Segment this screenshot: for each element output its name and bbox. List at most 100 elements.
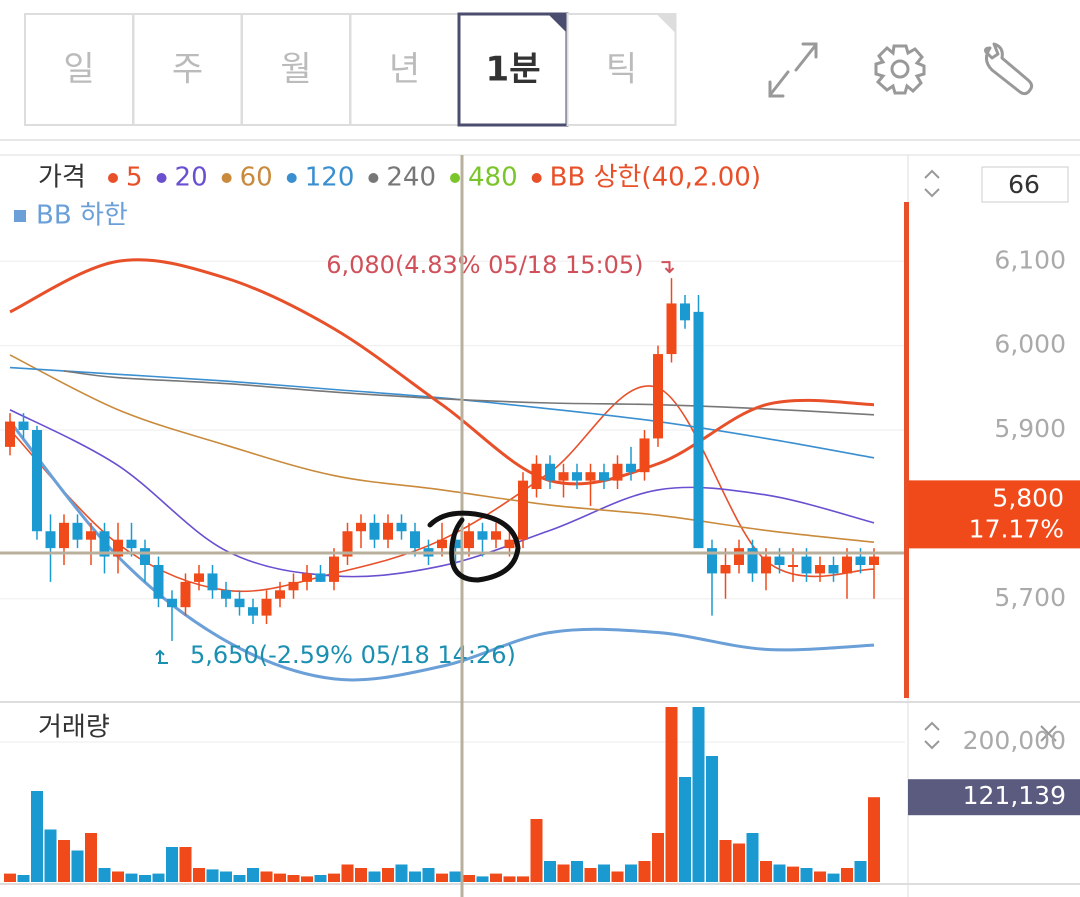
volume-bar xyxy=(247,868,259,882)
candle-body xyxy=(626,463,636,473)
volume-bar xyxy=(841,868,853,882)
volume-bar xyxy=(557,864,570,882)
legend-label: 5 xyxy=(126,163,143,193)
candle-body xyxy=(545,463,555,481)
volume-bar xyxy=(868,797,880,882)
volume-bar xyxy=(71,850,84,882)
tab[interactable] xyxy=(24,13,134,126)
volume-bar xyxy=(125,873,138,882)
pane-title: 거래량 xyxy=(38,713,110,743)
volume-bar xyxy=(382,868,394,882)
candle-body xyxy=(329,556,339,582)
scroll-arrows[interactable] xyxy=(924,169,940,750)
volume-bar xyxy=(4,873,16,882)
candle-body xyxy=(72,522,83,540)
y-tick-label: 6,100 xyxy=(994,245,1066,274)
volume-bar xyxy=(139,875,151,882)
tab[interactable] xyxy=(457,12,569,127)
volume-bar xyxy=(490,873,502,882)
pane-title: 가격 xyxy=(38,163,86,193)
current-price: 5,800 xyxy=(992,483,1064,512)
indicator-line xyxy=(9,354,875,544)
candle-body xyxy=(275,590,285,599)
volume-bar xyxy=(814,871,826,882)
volume-bar xyxy=(787,866,799,882)
legend-marker xyxy=(450,173,461,183)
volume-bar xyxy=(233,875,246,882)
candle-body xyxy=(383,522,393,540)
tools-icon[interactable] xyxy=(984,42,1034,96)
annotation: 5,650(-2.59% 05/18 14:26) xyxy=(190,641,516,669)
volume-bar xyxy=(719,840,732,882)
legend-label: 60 xyxy=(240,163,273,193)
candle-body xyxy=(504,539,515,549)
annotation-arrow xyxy=(661,261,675,274)
volume-bar xyxy=(746,833,759,882)
tab[interactable] xyxy=(132,13,243,126)
tab[interactable] xyxy=(241,13,351,126)
volume-bar xyxy=(368,871,381,882)
legend-marker xyxy=(531,173,542,183)
volume-bar xyxy=(206,869,219,882)
volume-bar xyxy=(544,861,556,882)
volume-bar xyxy=(355,868,367,882)
volume-bar xyxy=(220,871,232,882)
candle-body xyxy=(653,354,663,439)
volume-bar xyxy=(260,871,273,882)
tab-corner xyxy=(657,15,675,32)
candle-body xyxy=(167,598,177,608)
volume-plot: 200,000 xyxy=(0,707,1066,882)
indicator-line xyxy=(8,420,875,682)
volume-bar xyxy=(827,873,840,882)
candle-body xyxy=(180,581,191,608)
y-tick-label: 200,000 xyxy=(963,726,1066,755)
volume-bar xyxy=(395,864,408,882)
legend-label: 20 xyxy=(175,163,208,193)
tab-label: 월 xyxy=(280,50,311,90)
candle-body xyxy=(531,463,542,490)
volume-bar xyxy=(328,873,340,882)
tab-label: 틱 xyxy=(606,50,637,90)
volume-bar xyxy=(274,873,286,882)
volume-bar xyxy=(58,840,70,882)
volume-bar xyxy=(611,871,624,882)
volume-bar xyxy=(679,777,691,882)
expand-icon[interactable] xyxy=(768,42,818,98)
volume-bar xyxy=(436,873,448,882)
candle-body xyxy=(410,531,420,549)
y-tick-label: 5,900 xyxy=(994,414,1066,443)
tab-label: 일 xyxy=(63,50,94,90)
y-tick-label: 6,000 xyxy=(994,330,1066,359)
candle-body xyxy=(194,573,204,582)
candle-body xyxy=(518,480,528,540)
tab[interactable] xyxy=(566,13,677,126)
candle-body xyxy=(815,565,825,574)
candle-body xyxy=(356,522,366,532)
legend-marker xyxy=(14,210,26,222)
close-button[interactable] xyxy=(1040,725,1057,742)
volume-bar xyxy=(463,875,475,882)
legend-marker xyxy=(286,173,297,183)
volume-bar xyxy=(760,861,772,882)
candle-body xyxy=(801,556,812,574)
candle-body xyxy=(248,607,258,616)
candle-body xyxy=(693,311,704,549)
tab-label: 년 xyxy=(389,50,420,90)
candle-body xyxy=(45,531,56,549)
volume-bar xyxy=(449,871,462,882)
hand-drawn-circle xyxy=(427,510,521,583)
candle-body xyxy=(18,421,29,430)
period-count: 66 xyxy=(1008,170,1040,199)
candle-body xyxy=(855,556,866,565)
volume-bar xyxy=(341,864,354,882)
tab-label: 1분 xyxy=(486,50,541,90)
count-box[interactable] xyxy=(981,166,1069,203)
volume-bar xyxy=(193,868,205,882)
volume-last-box xyxy=(908,779,1080,816)
settings-icon[interactable] xyxy=(874,44,926,95)
candle-body xyxy=(707,548,717,574)
legend-label: BB 상한(40,2.00) xyxy=(550,163,761,193)
candle-body xyxy=(585,472,596,481)
legend-label: 120 xyxy=(305,163,355,193)
candle-body xyxy=(32,430,42,532)
